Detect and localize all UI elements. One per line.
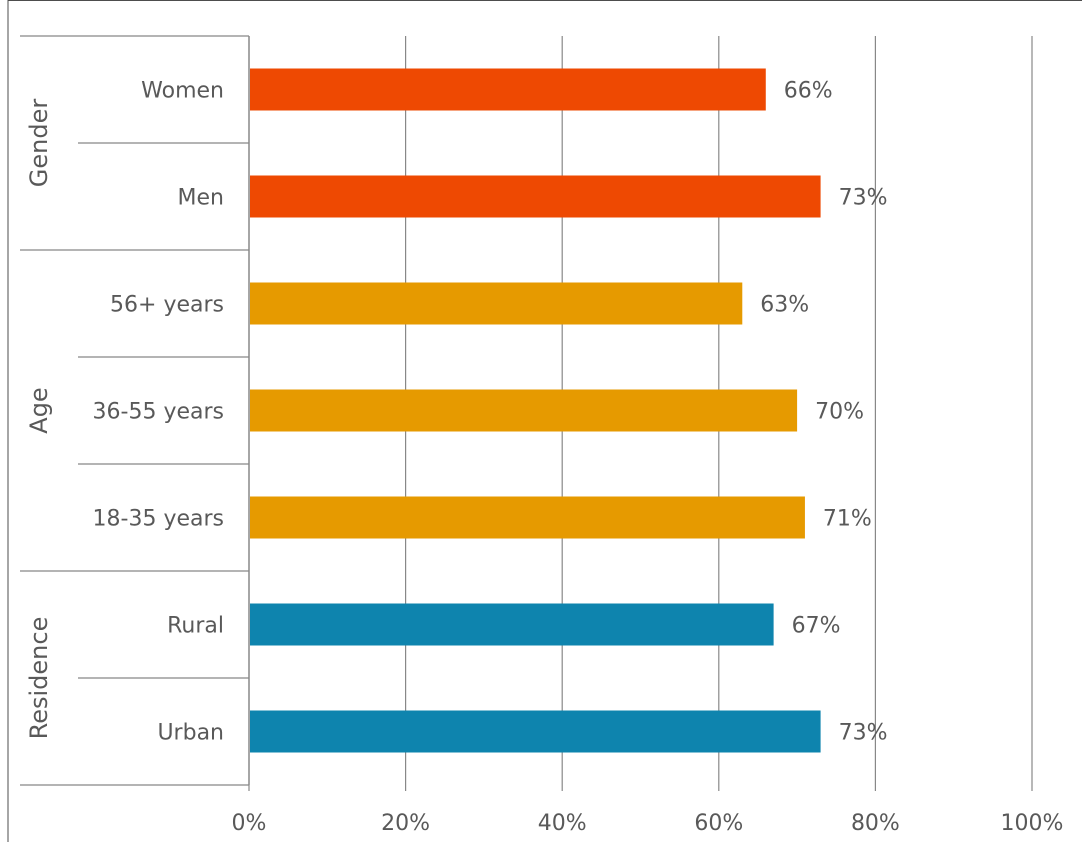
data-label: 73%: [839, 186, 888, 211]
bar: [250, 603, 774, 646]
bar: [250, 389, 798, 432]
bar: [250, 175, 821, 218]
data-label: 63%: [760, 293, 809, 318]
group-label: Gender: [25, 99, 53, 188]
x-tick-label: 40%: [538, 811, 587, 836]
x-tick-label: 0%: [232, 811, 267, 836]
group-label: Age: [25, 387, 53, 433]
category-label: Women: [141, 79, 224, 104]
x-tick-label: 80%: [851, 811, 900, 836]
data-label: 73%: [839, 721, 888, 746]
x-tick-label: 60%: [694, 811, 743, 836]
data-label: 67%: [792, 614, 841, 639]
category-label: 36-55 years: [93, 400, 224, 425]
data-label: 71%: [823, 507, 872, 532]
bar: [250, 710, 821, 753]
category-label: Rural: [167, 614, 224, 639]
category-label: 56+ years: [110, 293, 224, 318]
x-tick-label: 20%: [381, 811, 430, 836]
group-label: Residence: [25, 617, 53, 740]
category-label: 18-35 years: [93, 507, 224, 532]
category-label: Men: [178, 186, 224, 211]
bar: [250, 496, 805, 539]
x-tick-label: 100%: [1001, 811, 1064, 836]
bar: [250, 68, 766, 111]
data-label: 66%: [784, 79, 833, 104]
data-label: 70%: [815, 400, 864, 425]
category-label: Urban: [157, 721, 224, 746]
bar: [250, 282, 743, 325]
